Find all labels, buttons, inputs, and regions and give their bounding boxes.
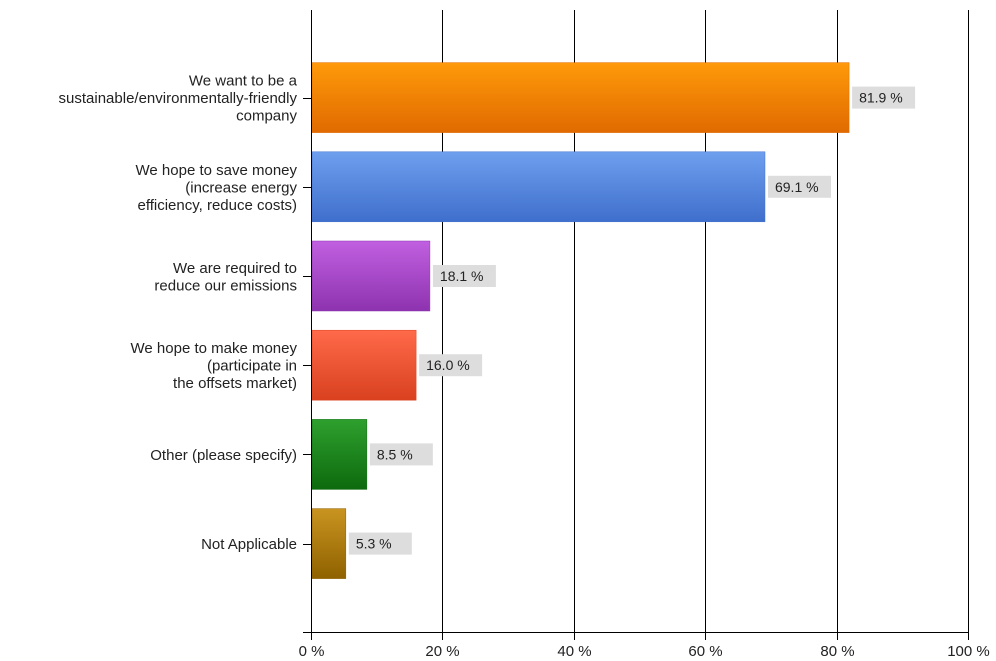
value-label-5: 5.3 % (356, 536, 392, 552)
bar-layer (311, 62, 850, 579)
category-label-line: We want to be a (189, 73, 298, 90)
category-label-line: reduce our emissions (154, 277, 297, 294)
value-label-4: 8.5 % (377, 446, 413, 462)
bar-4 (311, 419, 368, 490)
bar-0 (311, 62, 850, 133)
category-label-line: We are required to (173, 260, 297, 277)
category-label-line: Not Applicable (201, 536, 297, 553)
category-label-5: Not Applicable (201, 536, 297, 553)
value-label-bg-3 (419, 354, 483, 377)
category-label-3: We hope to make money (participate in the … (131, 340, 298, 392)
value-label-bg-0 (852, 86, 916, 109)
category-label-1: We hope to save money (increase energy eff… (136, 162, 298, 214)
x-tick-label-40: 40 % (557, 643, 591, 660)
bar-1 (311, 151, 766, 223)
x-tick-label-60: 60 % (688, 643, 722, 660)
category-label-4: Other (please specify) (150, 447, 297, 464)
category-label-line: (increase energy (185, 179, 297, 196)
category-label-0: We want to be a sustainable/environmental… (59, 73, 298, 125)
value-label-bg-1 (767, 175, 831, 198)
axis-layer (303, 10, 969, 640)
bar-3 (311, 329, 417, 401)
category-label-line: efficiency, reduce costs) (137, 197, 297, 214)
x-tick-label-100: 100 % (947, 643, 990, 660)
bar-2 (311, 240, 431, 312)
value-label-1: 69.1 % (775, 179, 819, 195)
x-tick-label-0: 0 % (299, 643, 325, 660)
category-label-line: Other (please specify) (150, 447, 297, 464)
value-label-3: 16.0 % (426, 357, 470, 373)
bar-5 (311, 508, 347, 579)
x-tick-label-20: 20 % (425, 643, 459, 660)
category-label-line: (participate in (207, 358, 297, 375)
value-label-bg-4 (369, 443, 433, 466)
category-label-line: We hope to make money (131, 340, 298, 357)
category-label-line: the offsets market) (173, 375, 297, 392)
value-label-bg-5 (348, 532, 412, 555)
value-label-bg-2 (432, 265, 496, 287)
x-tick-label-80: 80 % (820, 643, 854, 660)
value-label-0: 81.9 % (859, 90, 903, 106)
category-label-line: company (236, 108, 297, 125)
category-label-2: We are required to reduce our emissions (154, 260, 297, 295)
category-label-line: We hope to save money (136, 162, 298, 179)
category-label-line: sustainable/environmentally-friendly (59, 90, 298, 107)
value-label-2: 18.1 % (440, 268, 484, 284)
